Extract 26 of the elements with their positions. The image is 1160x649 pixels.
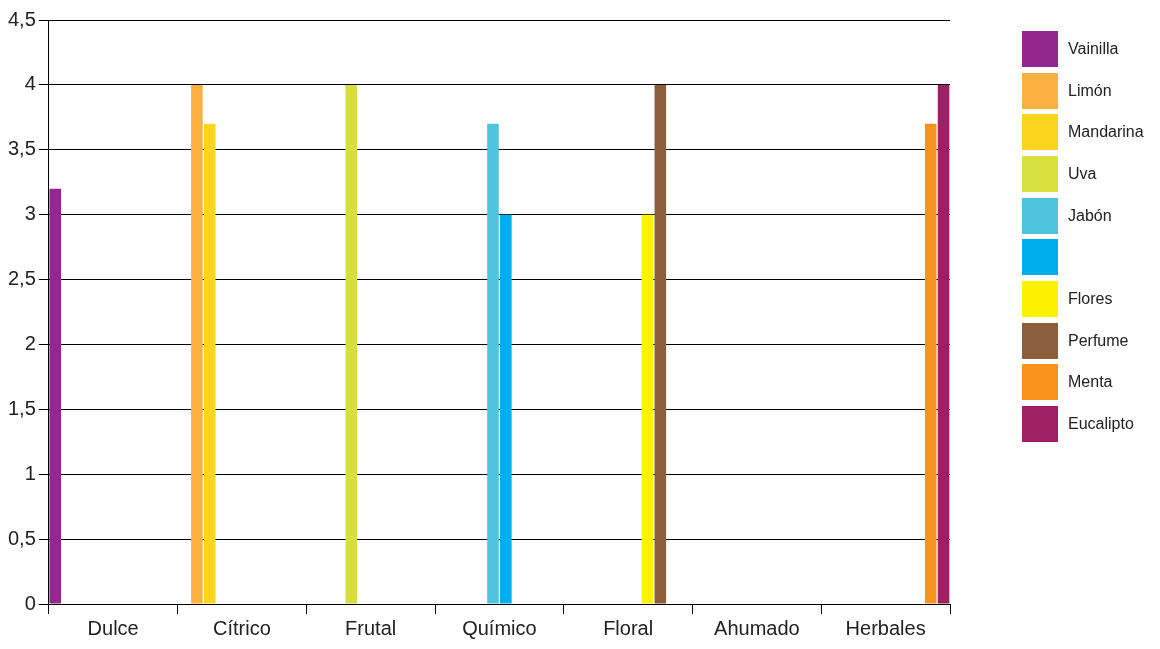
x-tick-label: Dulce	[87, 616, 139, 639]
x-tick-label: Frutal	[345, 616, 397, 639]
y-tick-label: 0	[24, 591, 36, 614]
x-tick-label: Químico	[462, 616, 537, 639]
legend-label: Limón	[1068, 81, 1112, 100]
y-tick-label: 3,5	[7, 137, 36, 160]
legend-label: Vainilla	[1068, 39, 1119, 58]
legend-label: Eucalipto	[1068, 415, 1134, 434]
x-tick-label: Floral	[603, 616, 654, 639]
x-tick-label: Cítrico	[213, 616, 271, 639]
y-tick-label: 0,5	[7, 526, 36, 549]
legend-label: Uva	[1068, 164, 1097, 183]
legend-label: Flores	[1068, 289, 1113, 308]
legend-label: Mandarina	[1068, 123, 1144, 142]
y-tick-label: 4,5	[7, 7, 36, 30]
y-tick-label: 4	[24, 72, 36, 95]
x-tick-label: Herbales	[845, 616, 926, 639]
y-tick-label: 1	[24, 461, 36, 484]
y-tick-label: 1,5	[7, 396, 36, 419]
legend-label: Menta	[1068, 373, 1113, 392]
x-tick-label: Ahumado	[714, 616, 800, 639]
y-tick-label: 2	[24, 331, 36, 354]
legend-label: Jabón	[1068, 206, 1112, 225]
y-tick-label: 3	[24, 202, 36, 225]
y-tick-label: 2,5	[7, 267, 36, 290]
legend-label: Perfume	[1068, 331, 1129, 350]
